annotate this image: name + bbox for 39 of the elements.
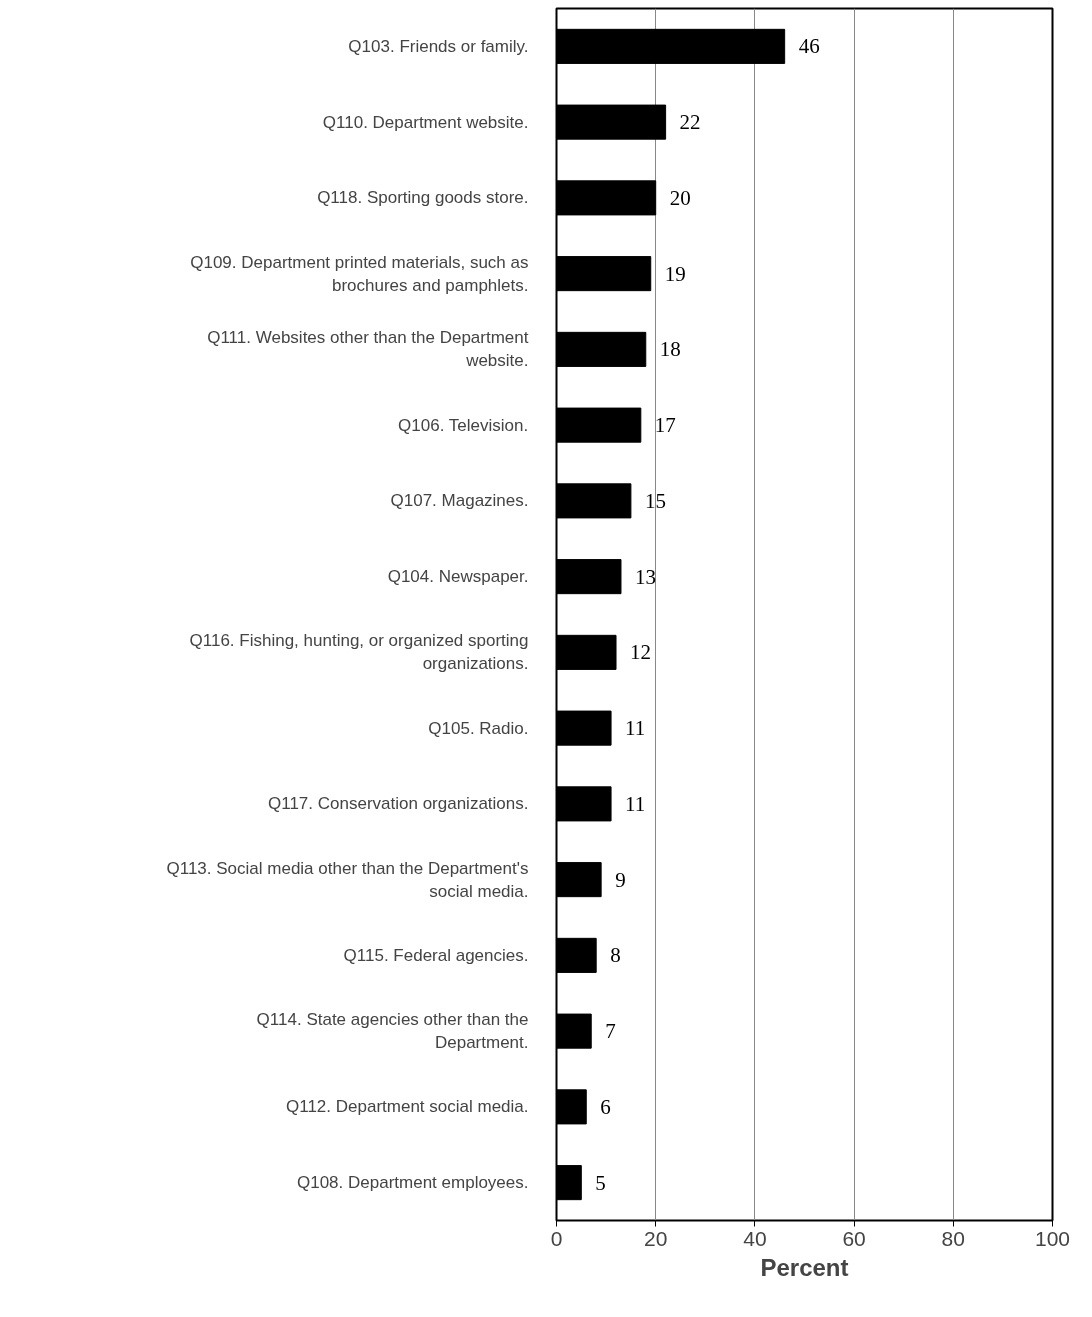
data-label: 5 (595, 1170, 606, 1195)
y-tick-label: Q105. Radio. (428, 718, 529, 738)
y-tick-label: Q115. Federal agencies. (343, 945, 529, 965)
data-label: 12 (630, 640, 652, 665)
data-label: 13 (634, 564, 656, 589)
data-label: 22 (679, 110, 701, 135)
y-tick-label: Q106. Television. (398, 415, 529, 435)
y-tick-label: Q117. Conservation organizations. (268, 794, 529, 814)
data-label: 19 (664, 261, 686, 286)
y-tick-label: Q118. Sporting goods store. (317, 188, 529, 208)
y-tick-label: Q109. Department printed materials, such as brochures and pamphlets. (190, 252, 529, 295)
y-tick-label: Q108. Department employees. (296, 1173, 529, 1193)
data-label: 8 (610, 943, 621, 968)
data-label: 18 (659, 337, 681, 362)
y-tick-label: Q112. Department social media. (285, 1097, 529, 1117)
data-label: 11 (625, 791, 646, 816)
x-tick-label: 0 (550, 1226, 563, 1250)
y-tick-label: Q110. Department website. (322, 112, 529, 132)
data-label: 7 (605, 1019, 616, 1044)
data-label: 15 (644, 488, 666, 513)
y-tick-label: Q107. Magazines. (390, 491, 529, 511)
y-tick-label: Q116. Fishing, hunting, or organized sporting organizations. (189, 631, 529, 674)
y-tick-label: Q104. Newspaper. (387, 567, 529, 587)
data-label: 11 (625, 716, 646, 741)
x-tick-label: 80 (941, 1226, 965, 1250)
y-tick-label: Q103. Friends or family. (348, 36, 529, 56)
y-tick-label: Q113. Social media other than the Department's social media. (166, 858, 529, 901)
data-label: 6 (600, 1094, 611, 1119)
data-label: 20 (669, 185, 691, 210)
x-tick-label: 100 (1034, 1226, 1071, 1250)
y-tick-label: Q111. Websites other than the Department website. (207, 328, 529, 371)
x-tick-label: 60 (842, 1226, 866, 1250)
x-tick-label: 20 (644, 1226, 668, 1250)
x-tick-label: 40 (743, 1226, 767, 1250)
data-label: 17 (654, 413, 676, 438)
x-axis-title: Percent (760, 1253, 849, 1281)
y-tick-label: Q114. State agencies other than the Department. (256, 1010, 529, 1053)
data-label: 9 (615, 867, 626, 892)
data-label: 46 (798, 34, 820, 59)
